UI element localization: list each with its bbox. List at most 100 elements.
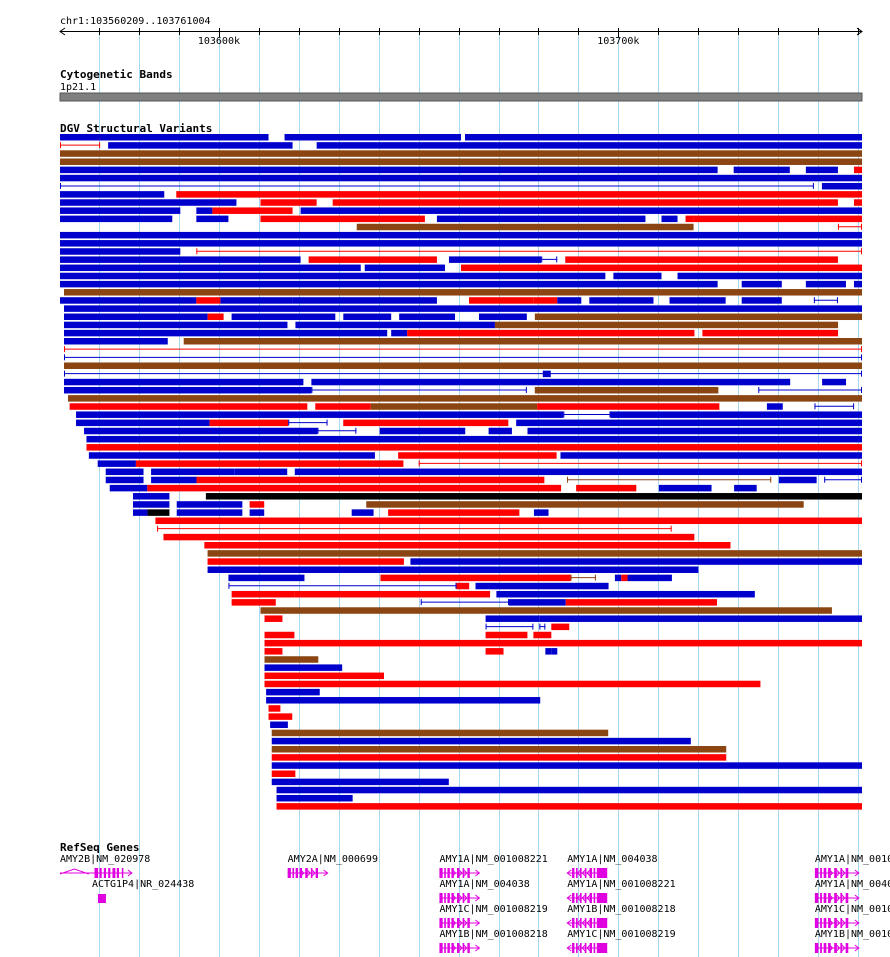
loss-variant[interactable] (264, 664, 343, 671)
loss-variant[interactable] (60, 248, 181, 255)
loss-variant[interactable] (231, 313, 336, 321)
loss-variant[interactable] (610, 411, 862, 418)
gene-label[interactable]: AMY1A|NM_004038 (815, 879, 890, 890)
gene-label[interactable]: AMY2A|NM_000699 (288, 854, 378, 865)
loss-variant[interactable] (614, 574, 622, 582)
loss-variant[interactable] (741, 280, 782, 288)
loss-variant[interactable] (551, 648, 558, 655)
refseq-gene[interactable]: AMY1C|NM_001008219 (814, 904, 890, 928)
gain-variant[interactable] (271, 770, 296, 777)
loss-variant[interactable] (343, 313, 392, 321)
gain-variant[interactable] (264, 631, 295, 639)
loss-variant[interactable] (488, 427, 512, 435)
loss-variant[interactable] (766, 403, 783, 410)
loss-variant[interactable] (132, 501, 170, 508)
complex-variant[interactable] (60, 150, 862, 157)
gain-variant[interactable] (294, 590, 491, 598)
loss-variant[interactable] (284, 134, 461, 141)
gene-label[interactable]: AMY1B|NM_001008218 (567, 904, 675, 915)
loss-variant[interactable] (379, 427, 466, 435)
loss-variant[interactable] (733, 166, 790, 174)
loss-variant[interactable] (496, 590, 755, 598)
other-variant[interactable] (205, 493, 863, 500)
loss-variant[interactable] (60, 256, 301, 263)
gain-variant[interactable] (135, 460, 404, 467)
loss-variant[interactable] (60, 297, 197, 304)
gain-variant[interactable] (69, 403, 308, 410)
refseq-gene[interactable]: AMY1C|NM_001008219 (566, 929, 676, 953)
loss-variant[interactable] (465, 134, 862, 141)
gain-variant[interactable] (204, 542, 731, 549)
loss-variant[interactable] (234, 468, 288, 476)
complex-variant[interactable] (260, 607, 832, 614)
loss-variant[interactable] (399, 313, 456, 321)
loss-variant[interactable] (276, 794, 353, 802)
refseq-gene[interactable]: AMY1A|NM_004038 (439, 879, 530, 903)
gene-label[interactable]: ACTG1P4|NR_024438 (92, 879, 194, 890)
gain-variant[interactable] (388, 509, 520, 516)
complex-variant[interactable] (183, 338, 862, 345)
cytoband-bar[interactable] (59, 92, 863, 102)
loss-variant[interactable] (351, 509, 374, 516)
gain-variant[interactable] (212, 207, 293, 214)
gain-variant[interactable] (380, 574, 571, 582)
loss-variant[interactable] (475, 582, 609, 590)
refseq-gene[interactable]: AMY1C|NM_001008219 (439, 904, 548, 928)
loss-variant[interactable] (778, 476, 817, 484)
gain-variant[interactable] (155, 517, 863, 525)
loss-variant[interactable] (271, 762, 862, 769)
loss-variant[interactable] (448, 256, 542, 263)
refseq-gene[interactable]: ACTG1P4|NR_024438 (92, 879, 194, 903)
loss-variant[interactable] (271, 778, 449, 786)
refseq-gene[interactable]: AMY1A|NM_001008221 (814, 854, 890, 878)
loss-variant[interactable] (60, 264, 361, 272)
gene-label[interactable]: AMY1A|NM_001008221 (815, 854, 890, 865)
refseq-gene[interactable]: AMY2A|NM_000699 (287, 854, 378, 878)
loss-variant[interactable] (64, 338, 168, 345)
loss-variant[interactable] (228, 574, 305, 582)
loss-variant[interactable] (805, 280, 846, 288)
loss-variant[interactable] (249, 509, 265, 516)
complex-variant[interactable] (207, 550, 862, 557)
loss-variant[interactable] (88, 452, 375, 459)
gain-variant[interactable] (231, 599, 276, 606)
gene-label[interactable]: AMY1C|NM_001008219 (815, 904, 890, 915)
loss-variant[interactable] (270, 721, 288, 729)
loss-variant[interactable] (105, 476, 144, 484)
loss-variant[interactable] (105, 468, 144, 476)
gain-variant[interactable] (461, 264, 862, 272)
loss-variant[interactable] (658, 484, 712, 492)
loss-variant[interactable] (220, 297, 293, 304)
loss-variant[interactable] (60, 272, 606, 280)
gain-variant[interactable] (176, 191, 863, 198)
loss-variant[interactable] (64, 305, 862, 312)
loss-variant[interactable] (276, 786, 862, 794)
gain-variant[interactable] (693, 215, 862, 223)
loss-variant[interactable] (508, 599, 566, 606)
loss-variant[interactable] (292, 297, 437, 304)
loss-variant[interactable] (196, 207, 213, 214)
loss-variant[interactable] (109, 484, 148, 492)
gain-variant[interactable] (398, 452, 557, 459)
loss-variant[interactable] (60, 134, 269, 141)
loss-variant[interactable] (300, 207, 863, 214)
complex-variant[interactable] (494, 321, 839, 329)
loss-variant[interactable] (108, 142, 293, 149)
gain-variant[interactable] (196, 297, 221, 304)
gene-label[interactable]: AMY1A|NM_004038 (567, 854, 657, 865)
gain-variant[interactable] (264, 615, 283, 622)
gene-label[interactable]: AMY1B|NM_001008218 (439, 929, 547, 940)
gain-variant[interactable] (308, 256, 437, 263)
loss-variant[interactable] (64, 386, 312, 394)
loss-variant[interactable] (613, 272, 662, 280)
loss-variant[interactable] (60, 280, 718, 288)
gain-variant[interactable] (533, 631, 552, 639)
gain-variant[interactable] (260, 199, 317, 206)
loss-variant[interactable] (60, 215, 173, 223)
complex-variant[interactable] (68, 395, 862, 402)
gain-variant[interactable] (469, 297, 534, 304)
loss-variant[interactable] (677, 272, 862, 280)
gain-variant[interactable] (685, 215, 694, 223)
loss-variant[interactable] (151, 476, 197, 484)
complex-variant[interactable] (60, 158, 862, 165)
